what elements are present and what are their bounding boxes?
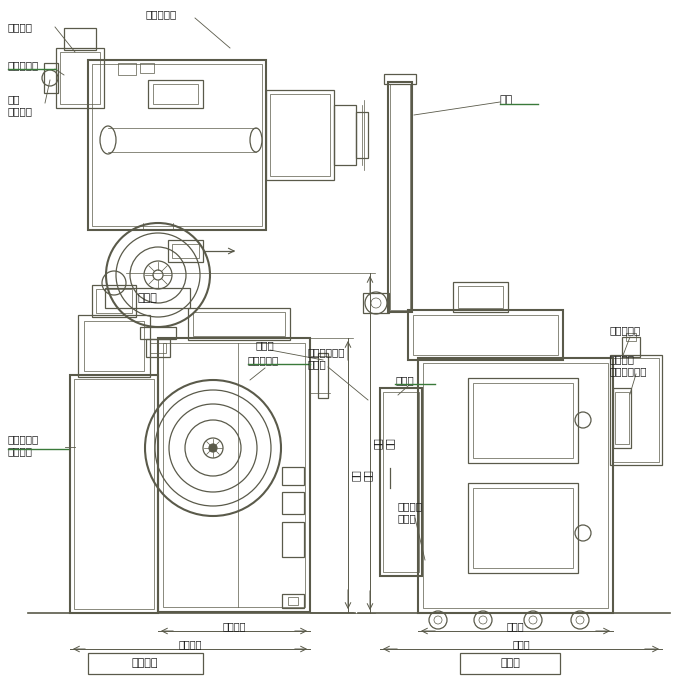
Text: 正面図: 正面図 (500, 658, 520, 668)
Bar (390, 84, 410, 310)
Bar (270, 94, 330, 176)
Text: 炉体
高さ: 炉体 高さ (351, 469, 372, 481)
Bar (118, 63, 136, 75)
Circle shape (209, 444, 217, 452)
Bar (626, 333, 636, 341)
Bar (473, 383, 573, 458)
Bar (383, 392, 419, 572)
Bar (193, 312, 285, 336)
Text: 平面図: 平面図 (137, 293, 157, 303)
Text: エジェクター
送風機: エジェクター 送風機 (308, 347, 346, 369)
Bar (468, 483, 578, 573)
Text: シスタンク: シスタンク (610, 325, 641, 335)
Bar (384, 74, 416, 84)
Text: 集じん室
灰出口: 集じん室 灰出口 (398, 501, 423, 523)
Bar (282, 522, 304, 557)
Bar (88, 60, 266, 230)
Bar (408, 310, 563, 360)
Bar (613, 358, 659, 462)
Bar (418, 358, 613, 613)
Bar (168, 240, 203, 262)
Bar (282, 492, 304, 514)
Bar (453, 282, 508, 312)
Text: 水面計: 水面計 (255, 340, 274, 350)
Text: 炉体巼: 炉体巼 (506, 621, 524, 631)
Bar (92, 285, 136, 317)
Bar (388, 82, 412, 312)
Bar (334, 105, 356, 165)
Bar (140, 63, 154, 73)
Bar (282, 594, 304, 608)
Text: サイクロン
集じん室: サイクロン 集じん室 (8, 434, 39, 456)
Bar (615, 392, 629, 444)
Bar (613, 388, 631, 448)
Text: 温度
センサー: 温度 センサー (8, 94, 33, 116)
Bar (288, 597, 298, 605)
Bar (473, 488, 573, 568)
Bar (423, 363, 608, 608)
Bar (172, 244, 199, 258)
Bar (70, 375, 158, 613)
Bar (413, 315, 558, 355)
Bar (60, 52, 100, 104)
Bar (88, 653, 203, 674)
Text: 制御盤: 制御盤 (395, 375, 414, 385)
Bar (460, 653, 560, 674)
Bar (153, 84, 198, 104)
Text: バーナー: バーナー (8, 22, 33, 32)
Bar (468, 378, 578, 463)
Bar (158, 338, 310, 612)
Bar (140, 327, 176, 339)
Bar (622, 337, 640, 357)
Bar (610, 355, 662, 465)
Text: 外気遅断
定量投入装置: 外気遅断 定量投入装置 (610, 354, 648, 376)
Text: 一次燃焼室: 一次燃焼室 (248, 355, 279, 365)
Bar (74, 379, 154, 609)
Bar (150, 343, 166, 353)
Text: 外寸
高さ: 外寸 高さ (373, 437, 394, 449)
Bar (318, 353, 328, 398)
Text: 左側面図: 左側面図 (132, 658, 158, 668)
Bar (356, 112, 368, 158)
Text: 煙突: 煙突 (500, 95, 513, 105)
Bar (282, 467, 304, 485)
Bar (96, 289, 132, 313)
Bar (44, 63, 58, 93)
Bar (163, 343, 305, 607)
Text: 外寸奥行: 外寸奥行 (178, 639, 202, 649)
Bar (458, 286, 503, 308)
Bar (146, 339, 170, 357)
Bar (105, 288, 190, 308)
Text: 二次燃焼室: 二次燃焼室 (8, 60, 39, 70)
Bar (380, 388, 422, 576)
Bar (84, 321, 144, 371)
Bar (188, 308, 290, 340)
Bar (363, 293, 389, 313)
Bar (148, 80, 203, 108)
Text: 外寸巼: 外寸巼 (512, 639, 530, 649)
Bar (64, 28, 96, 50)
Bar (92, 64, 262, 226)
Bar (266, 90, 334, 180)
Bar (56, 48, 104, 108)
Text: 炉体奧行: 炉体奧行 (222, 621, 246, 631)
Bar (78, 315, 150, 377)
Text: 押込送風機: 押込送風機 (145, 9, 176, 19)
